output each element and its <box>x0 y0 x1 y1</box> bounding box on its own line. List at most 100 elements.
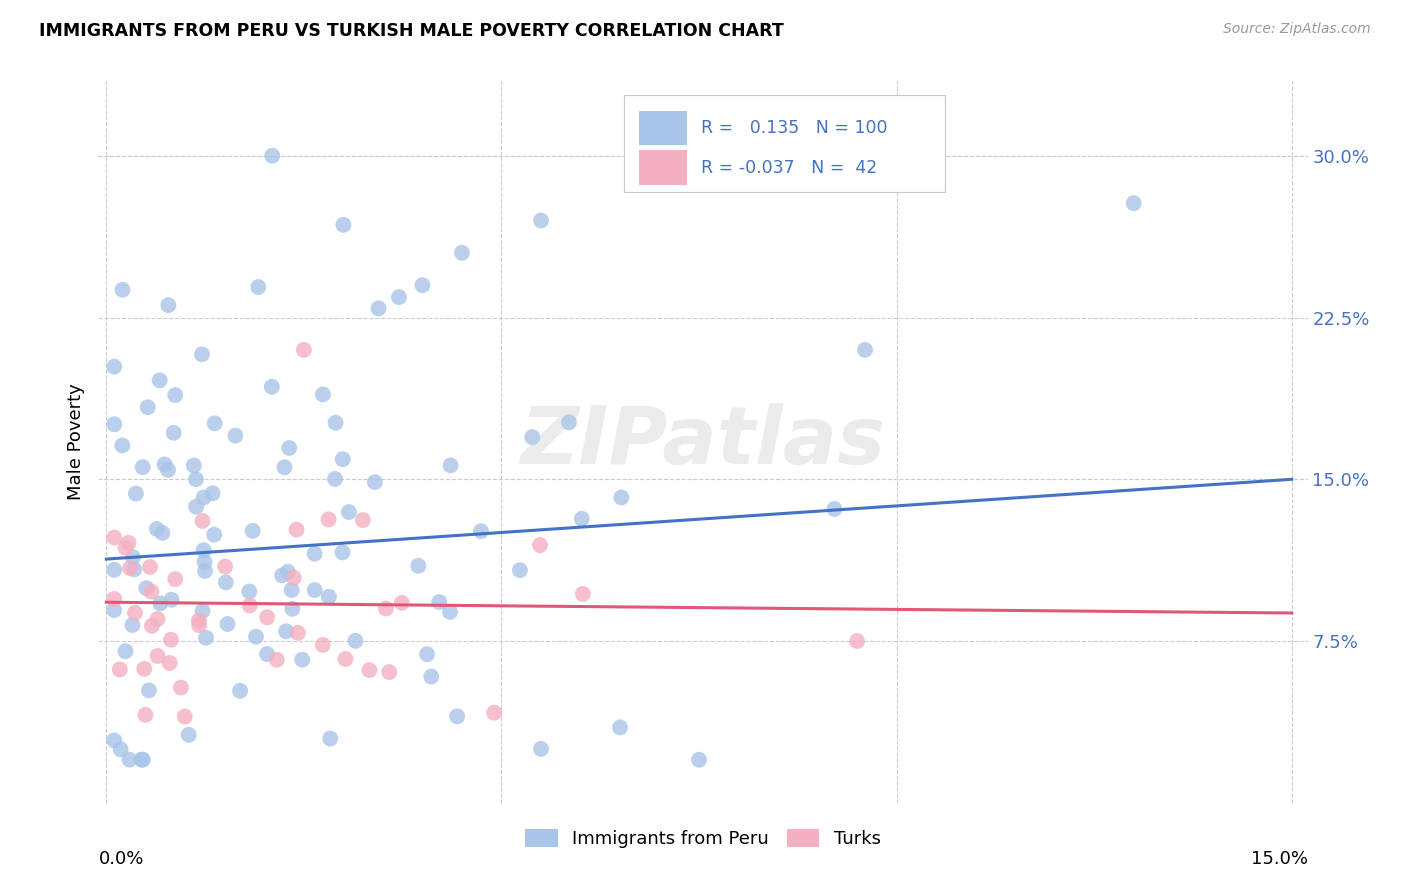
Point <box>391 596 413 610</box>
Point <box>191 604 214 618</box>
Point <box>103 563 125 577</box>
Point <box>323 472 346 486</box>
Point <box>283 571 305 585</box>
Point <box>530 213 553 227</box>
Point <box>256 647 278 661</box>
Point <box>344 633 367 648</box>
Point <box>332 545 354 559</box>
Text: 0.0%: 0.0% <box>98 850 143 868</box>
Point <box>136 401 159 415</box>
Point <box>285 523 308 537</box>
Point <box>853 343 876 357</box>
Point <box>201 486 224 500</box>
Point <box>194 564 217 578</box>
Point <box>572 587 595 601</box>
FancyBboxPatch shape <box>638 111 688 145</box>
Point <box>187 614 209 628</box>
Point <box>138 683 160 698</box>
Point <box>160 592 183 607</box>
Point <box>439 605 461 619</box>
Point <box>522 430 544 444</box>
Point <box>291 653 314 667</box>
Point <box>170 681 193 695</box>
Text: ZIPatlas: ZIPatlas <box>520 402 886 481</box>
Point <box>103 603 125 617</box>
Point <box>509 563 531 577</box>
Point <box>195 631 218 645</box>
Point <box>408 558 430 573</box>
Point <box>271 568 294 582</box>
Point <box>173 709 195 723</box>
Point <box>193 491 215 505</box>
Point <box>122 562 145 576</box>
Point <box>688 753 710 767</box>
Point <box>146 612 169 626</box>
Point <box>204 417 226 431</box>
Point <box>134 662 156 676</box>
Point <box>184 500 207 514</box>
Point <box>111 438 134 452</box>
Point <box>439 458 461 473</box>
Point <box>388 290 411 304</box>
Point <box>277 565 299 579</box>
Point <box>134 707 156 722</box>
Point <box>183 458 205 473</box>
Point <box>446 709 468 723</box>
Point <box>103 417 125 432</box>
Text: Source: ZipAtlas.com: Source: ZipAtlas.com <box>1223 22 1371 37</box>
Point <box>156 463 179 477</box>
Point <box>451 245 474 260</box>
Point <box>359 663 381 677</box>
Point <box>157 298 180 312</box>
Point <box>260 380 283 394</box>
Point <box>571 512 593 526</box>
Point <box>420 670 443 684</box>
Point <box>111 283 134 297</box>
Point <box>1122 196 1144 211</box>
Point <box>558 415 581 429</box>
Point <box>177 728 200 742</box>
Point <box>202 527 225 541</box>
Point <box>470 524 492 539</box>
Point <box>239 599 262 613</box>
Point <box>191 514 214 528</box>
Point <box>159 656 181 670</box>
Point <box>146 522 169 536</box>
Point <box>229 684 252 698</box>
Point <box>318 590 340 604</box>
Point <box>184 472 207 486</box>
Point <box>146 648 169 663</box>
Point <box>131 460 153 475</box>
Point <box>118 753 141 767</box>
Point <box>529 538 551 552</box>
FancyBboxPatch shape <box>624 95 945 193</box>
Text: R = -0.037   N =  42: R = -0.037 N = 42 <box>700 159 877 177</box>
Point <box>150 525 173 540</box>
Point <box>214 559 236 574</box>
Point <box>193 543 215 558</box>
Point <box>274 624 297 639</box>
Point <box>411 278 433 293</box>
Text: IMMIGRANTS FROM PERU VS TURKISH MALE POVERTY CORRELATION CHART: IMMIGRANTS FROM PERU VS TURKISH MALE POV… <box>39 22 785 40</box>
Point <box>278 441 301 455</box>
Point <box>125 486 148 500</box>
FancyBboxPatch shape <box>638 151 688 185</box>
Point <box>114 541 136 555</box>
Point <box>312 638 335 652</box>
Point <box>427 595 450 609</box>
Point <box>139 560 162 574</box>
Point <box>193 555 215 569</box>
Y-axis label: Male Poverty: Male Poverty <box>66 384 84 500</box>
Point <box>332 218 354 232</box>
Point <box>304 547 326 561</box>
Point <box>217 617 239 632</box>
Point <box>165 388 187 402</box>
Point <box>292 343 315 357</box>
Point <box>352 513 374 527</box>
Point <box>364 475 387 490</box>
Point <box>273 460 295 475</box>
Point <box>242 524 264 538</box>
Point <box>114 644 136 658</box>
Point <box>247 280 270 294</box>
Point <box>141 584 163 599</box>
